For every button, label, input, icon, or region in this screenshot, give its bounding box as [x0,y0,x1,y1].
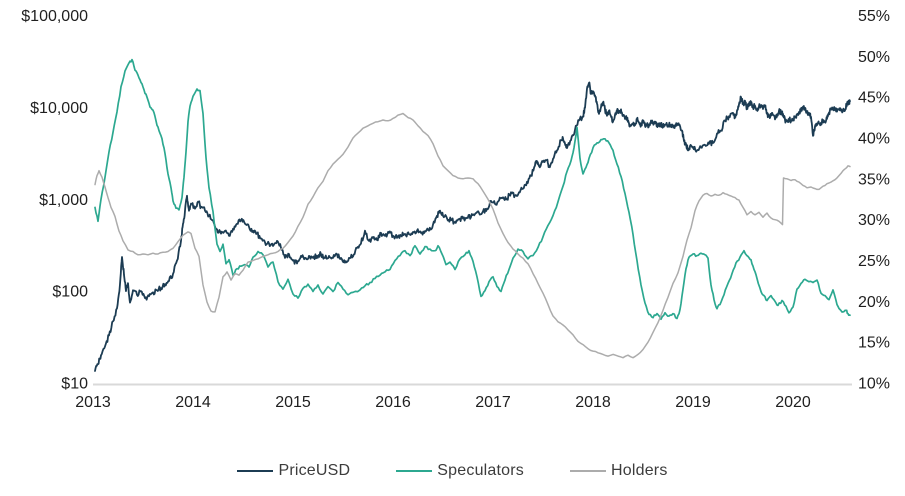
speculators-line-swatch-icon [396,470,433,472]
x-axis-tick-label: 2013 [75,394,111,411]
left-axis-tick-label: $100 [52,284,88,301]
right-axis-tick-label: 30% [858,212,890,229]
x-axis-tick-label: 2020 [775,394,811,411]
holders-line-swatch-icon [570,470,606,472]
right-axis-tick-label: 20% [858,294,890,311]
x-axis-tick-label: 2019 [675,394,711,411]
left-axis-tick-label: $10 [61,376,88,393]
x-axis-tick-label: 2018 [575,394,611,411]
legend-label-priceusd: PriceUSD [278,462,351,479]
left-axis-tick-label: $100,000 [21,8,88,25]
right-axis-tick-label: 40% [858,131,890,148]
priceusd-line [94,81,851,372]
right-axis-tick-label: 45% [858,90,890,107]
legend-item-speculators: Speculators [396,462,524,480]
x-axis-tick-label: 2014 [175,394,211,411]
series-layer [94,58,851,372]
left-axis-tick-label: $1,000 [39,192,88,209]
legend-label-speculators: Speculators [437,462,524,479]
right-axis-tick-label: 10% [858,376,890,393]
right-axis-tick-label: 35% [858,171,890,188]
right-axis-tick-label: 50% [858,49,890,66]
right-axis-tick-label: 25% [858,253,890,270]
right-axis-tick-label: 55% [858,8,890,25]
legend-item-holders: Holders [570,462,668,480]
x-axis-tick-label: 2016 [375,394,411,411]
legend-label-holders: Holders [611,462,668,479]
x-axis-tick-label: 2015 [275,394,311,411]
legend: PriceUSD Speculators Holders [0,462,905,480]
chart-canvas: $100,000 $10,000 $1,000 $100 $10 55% 50% 45% 40%… [21,8,890,411]
axis-layer: $100,000 $10,000 $1,000 $100 $10 55% 50% 45% 40%… [21,8,890,411]
left-axis-tick-label: $10,000 [30,100,88,117]
speculators-line [94,58,851,321]
legend-item-priceusd: PriceUSD [237,462,350,480]
x-axis-tick-label: 2017 [475,394,511,411]
holders-line [94,112,851,359]
priceusd-line-swatch-icon [237,470,274,472]
right-axis-tick-label: 15% [858,335,890,352]
